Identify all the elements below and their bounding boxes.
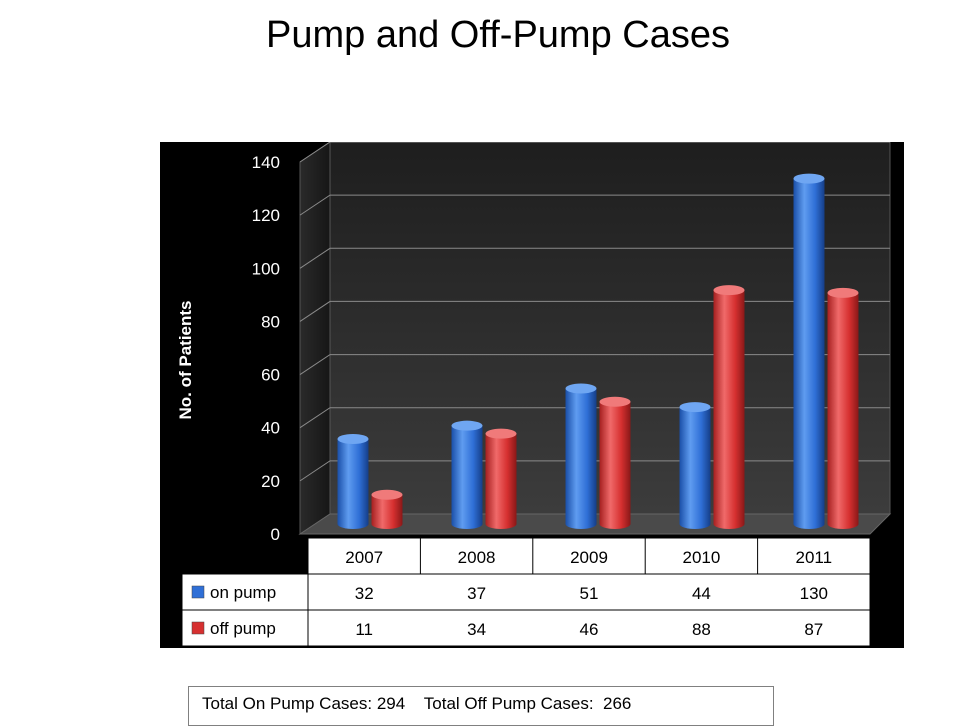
bar-top bbox=[679, 402, 711, 413]
chart-panel: 0 20 40 60 80 100 120 140 No. of Patients 2007 2… bbox=[160, 142, 904, 648]
bar-top bbox=[827, 287, 859, 298]
y-tick-label: 140 bbox=[252, 153, 280, 172]
bar-body bbox=[713, 290, 745, 529]
table-header-row bbox=[307, 537, 871, 575]
table-row bbox=[181, 573, 871, 611]
bar-body bbox=[599, 401, 631, 529]
gridline bbox=[299, 247, 890, 269]
table-row bbox=[181, 609, 871, 647]
bar-body bbox=[793, 178, 825, 530]
totals-footer: Total On Pump Cases: 294 Total Off Pump … bbox=[188, 686, 774, 726]
bar-body bbox=[371, 494, 403, 529]
y-axis-title: No. of Patients bbox=[176, 300, 195, 419]
bar-chart: 0 20 40 60 80 100 120 140 No. of Patients 2007 2… bbox=[176, 142, 892, 647]
data-label: 37 bbox=[467, 584, 486, 603]
data-label: 87 bbox=[804, 620, 823, 639]
bar-top bbox=[337, 433, 369, 444]
data-label: 88 bbox=[692, 620, 711, 639]
y-tick-label: 0 bbox=[271, 525, 280, 544]
y-tick-label: 100 bbox=[252, 259, 280, 278]
gridline bbox=[299, 142, 890, 163]
gridline bbox=[299, 354, 890, 375]
chart-title: Pump and Off-Pump Cases bbox=[266, 14, 730, 56]
data-label: 32 bbox=[355, 584, 374, 603]
data-label: 46 bbox=[580, 620, 599, 639]
y-tick-label: 60 bbox=[261, 366, 280, 385]
x-tick-label: 2007 bbox=[345, 548, 383, 567]
gridline bbox=[299, 300, 890, 322]
bar-off-pump-2007 bbox=[371, 489, 403, 529]
bar-off-pump-2011 bbox=[827, 287, 859, 529]
side-wall bbox=[299, 142, 331, 535]
bar-body bbox=[827, 292, 859, 529]
legend-swatch bbox=[191, 585, 205, 599]
bar-off-pump-2009 bbox=[599, 396, 631, 529]
bar-body bbox=[565, 388, 597, 529]
bar-top bbox=[713, 285, 745, 296]
bar-on-pump-2011 bbox=[793, 173, 825, 530]
y-tick-label: 20 bbox=[261, 472, 280, 491]
legend-swatch bbox=[191, 621, 205, 635]
bar-on-pump-2007 bbox=[337, 433, 369, 529]
bar-body bbox=[451, 425, 483, 529]
data-label: 51 bbox=[580, 584, 599, 603]
bar-top bbox=[485, 428, 517, 439]
bar-on-pump-2009 bbox=[565, 383, 597, 529]
bar-top bbox=[599, 396, 631, 407]
off-pump-total-label: Total Off Pump Cases: bbox=[423, 694, 594, 713]
bar-top bbox=[793, 173, 825, 184]
legend-label: on pump bbox=[210, 583, 276, 602]
y-tick-label: 120 bbox=[252, 206, 280, 225]
bar-on-pump-2008 bbox=[451, 420, 483, 529]
on-pump-total-label: Total On Pump Cases: bbox=[202, 694, 373, 713]
data-label: 34 bbox=[467, 620, 486, 639]
x-tick-label: 2011 bbox=[796, 548, 833, 567]
data-label: 130 bbox=[800, 584, 828, 603]
bar-off-pump-2010 bbox=[713, 285, 745, 529]
off-pump-total-value: 266 bbox=[603, 694, 632, 713]
x-tick-label: 2008 bbox=[458, 548, 496, 567]
bar-off-pump-2008 bbox=[485, 428, 517, 529]
bar-body bbox=[679, 407, 711, 529]
on-pump-total-value: 294 bbox=[376, 694, 406, 713]
bar-top bbox=[451, 420, 483, 431]
x-tick-label: 2009 bbox=[570, 548, 608, 567]
x-tick-label: 2010 bbox=[682, 548, 720, 567]
bar-top bbox=[371, 489, 403, 500]
bar-top bbox=[565, 383, 597, 394]
bar-body bbox=[485, 433, 517, 529]
y-tick-label: 80 bbox=[261, 312, 280, 331]
gridline bbox=[299, 194, 890, 216]
data-label: 11 bbox=[355, 620, 373, 639]
y-tick-label: 40 bbox=[261, 419, 280, 438]
data-label: 44 bbox=[692, 584, 711, 603]
bar-body bbox=[337, 438, 369, 529]
legend-label: off pump bbox=[210, 619, 276, 638]
bar-on-pump-2010 bbox=[679, 402, 711, 529]
